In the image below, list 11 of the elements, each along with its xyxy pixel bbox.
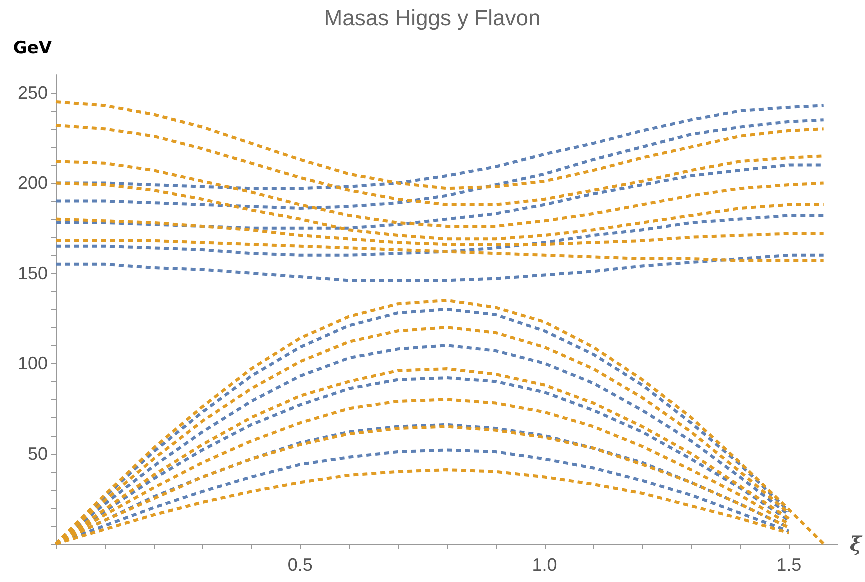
y-tick-label: 50 — [28, 444, 48, 464]
x-tick-label: 1.5 — [776, 555, 802, 575]
x-tick-label: 0.5 — [288, 555, 313, 575]
y-axis-title: GeV — [13, 38, 53, 58]
x-axis-title: ξ — [850, 532, 863, 556]
chart-title: Masas Higgs y Flavon — [324, 6, 541, 30]
y-tick-label: 200 — [18, 173, 48, 194]
x-tick-label: 1.0 — [532, 555, 558, 575]
y-tick-label: 150 — [18, 263, 48, 284]
y-tick-label: 100 — [18, 354, 48, 374]
y-tick-label: 250 — [18, 83, 48, 104]
